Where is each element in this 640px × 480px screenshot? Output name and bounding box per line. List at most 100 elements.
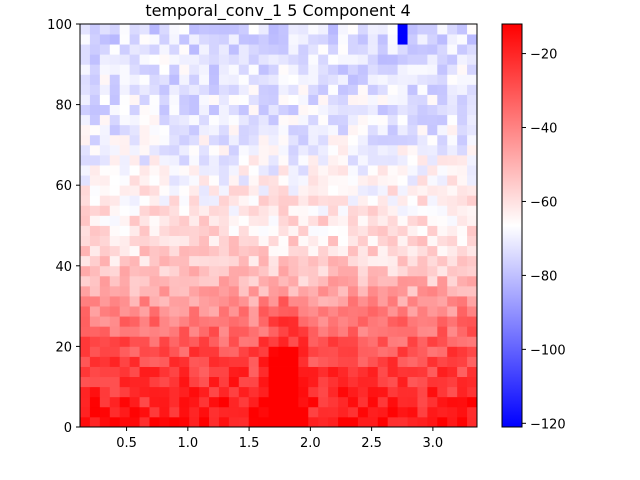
heatmap-cell [238,406,250,418]
heatmap-cell [467,74,478,85]
heatmap-cell [328,74,339,85]
heatmap-cell [387,134,399,146]
heatmap-cell [109,376,121,388]
heatmap-cell [278,255,289,267]
heatmap-cell [367,104,379,116]
heatmap-cell [288,306,299,317]
heatmap-cell [248,235,260,247]
heatmap-cell [99,396,111,408]
heatmap-cell [288,366,299,378]
heatmap-cell [189,356,200,367]
heatmap-cell [169,386,180,398]
heatmap-cell [377,225,389,236]
heatmap-cell [338,94,349,105]
heatmap-cell [367,185,379,196]
heatmap-cell [199,306,210,317]
heatmap-cell [209,94,220,105]
heatmap-cell [308,406,319,418]
heatmap-cell [338,165,349,176]
heatmap-cell [367,406,379,418]
heatmap-cell [89,94,101,105]
heatmap-cell [318,346,329,357]
heatmap-cell [318,275,329,287]
heatmap-cell [288,406,299,418]
heatmap-cell [347,275,359,287]
heatmap-cell [129,144,140,156]
heatmap-cell [288,84,299,95]
heatmap-cell [129,275,140,287]
heatmap-cell [189,74,200,85]
heatmap-cell [258,34,269,45]
heatmap-cell [347,175,359,186]
heatmap-cell [308,84,319,95]
heatmap-cell [457,34,468,45]
heatmap-cell [89,144,101,156]
heatmap-cell [109,24,121,35]
heatmap-cell [99,144,111,156]
heatmap-cell [328,175,339,186]
heatmap-cell [417,265,428,277]
heatmap-cell [367,376,379,388]
heatmap-cell [218,114,230,126]
heatmap-cell [318,144,329,156]
heatmap-cell [407,306,418,317]
heatmap-cell [149,265,160,277]
heatmap-cell [199,175,210,186]
heatmap-cell [338,336,349,347]
heatmap-cell [129,74,140,85]
heatmap-cell [417,235,428,247]
heatmap-cell [119,154,131,166]
heatmap-cell [397,346,408,357]
heatmap-cell [159,285,170,297]
heatmap-cell [328,296,339,307]
heatmap-cell [238,225,250,236]
heatmap-cell [119,44,131,55]
heatmap-cell [218,356,230,367]
heatmap-cell [288,225,299,236]
heatmap-cell [209,316,220,327]
heatmap-cell [80,356,91,367]
heatmap-cell [109,144,121,156]
heatmap-cell [278,406,289,418]
heatmap-cell [209,195,220,206]
colorbar-tick-label: −120 [530,417,566,432]
heatmap-cell [209,104,220,116]
heatmap-cell [139,175,150,186]
heatmap-cell [268,84,279,95]
heatmap-cell [447,24,458,35]
heatmap-cell [457,336,468,347]
heatmap-cell [467,275,478,287]
heatmap-cell [288,195,299,206]
heatmap-cell [99,165,111,176]
heatmap-cell [258,74,269,85]
heatmap-cell [149,74,160,85]
heatmap-cell [218,74,230,85]
heatmap-cell [248,175,260,186]
heatmap-cell [139,275,150,287]
heatmap-cell [119,165,131,176]
heatmap-cell [189,84,200,95]
heatmap-cell [407,326,418,337]
heatmap-cell [278,165,289,176]
heatmap-cell [367,44,379,55]
heatmap-cell [338,265,349,277]
heatmap-cell [80,346,91,357]
heatmap-cell [437,94,448,105]
heatmap-cell [268,255,279,267]
heatmap-cell [99,235,111,247]
heatmap-cell [228,144,240,156]
heatmap-cell [169,154,180,166]
heatmap-cell [189,275,200,287]
heatmap-cell [377,34,389,45]
heatmap-cell [169,275,180,287]
heatmap-cell [278,336,289,347]
heatmap-cell [159,64,170,75]
heatmap-cell [357,225,369,236]
heatmap-cell [248,386,260,398]
heatmap-cell [417,74,428,85]
heatmap-cell [467,94,478,105]
heatmap-cell [218,346,230,357]
heatmap-cell [149,326,160,337]
heatmap-cell [169,134,180,146]
heatmap-cell [328,34,339,45]
